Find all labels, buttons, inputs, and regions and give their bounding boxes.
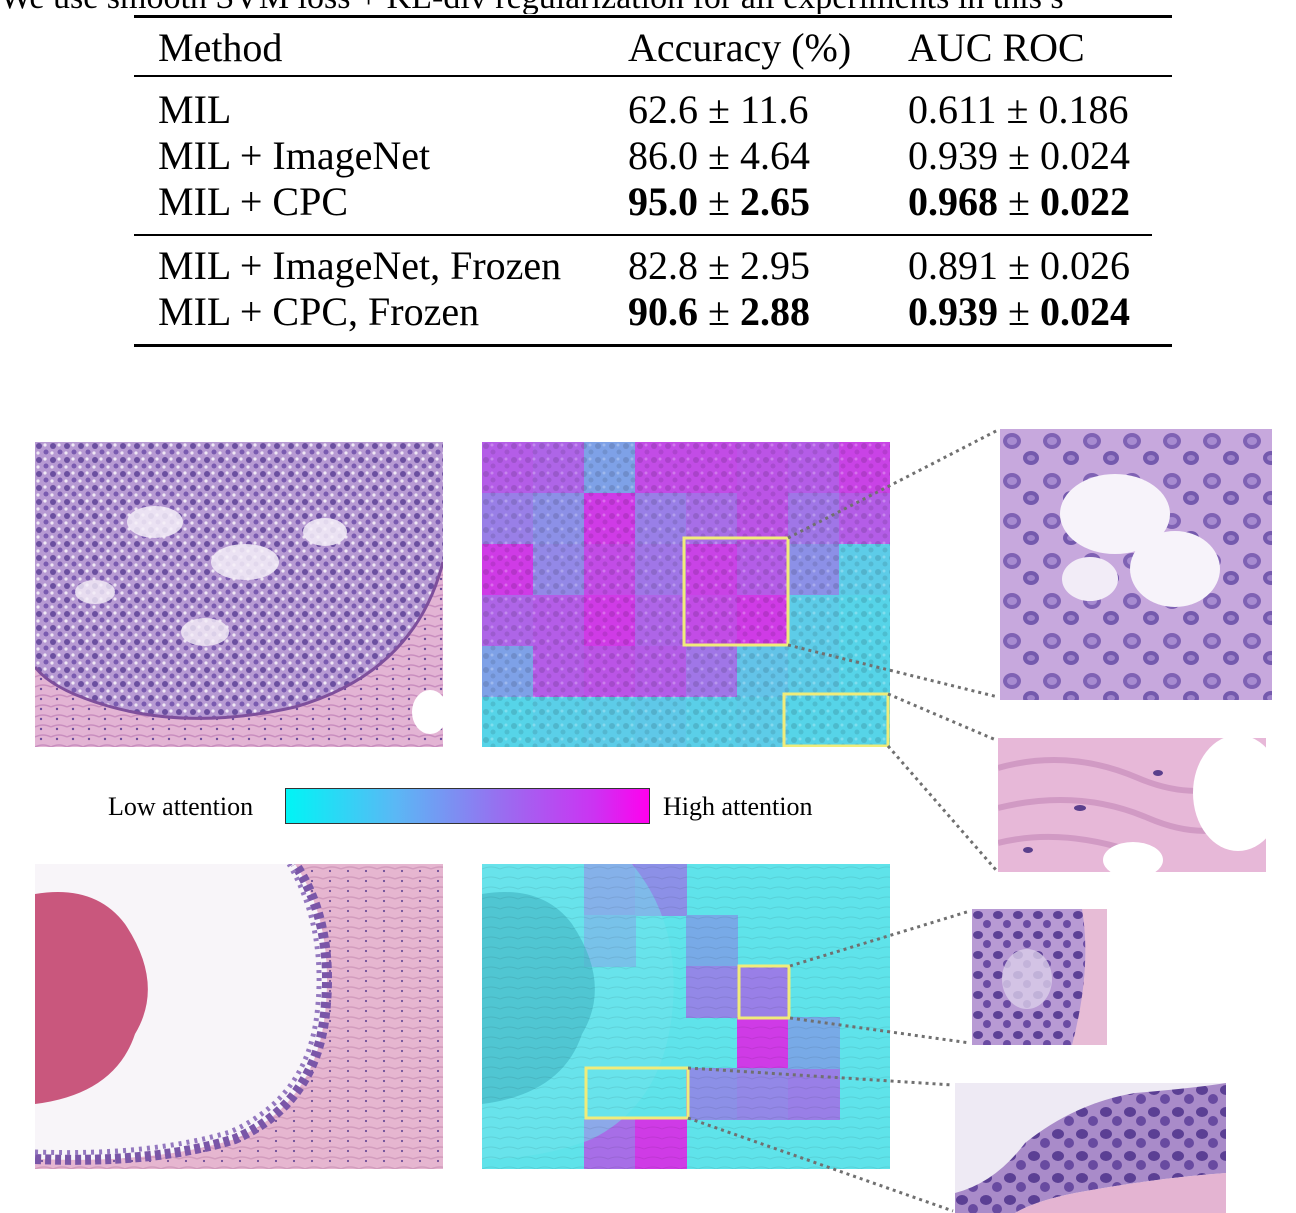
tissue-image-top	[35, 442, 443, 747]
zoom-crop-epithelium-2	[955, 1083, 1226, 1213]
accuracy-cell: 62.6 ± 11.6	[628, 87, 809, 132]
table-bottom-rule	[134, 344, 1172, 347]
auc-cell-best: 0.939 ± 0.024	[908, 289, 1130, 334]
table-header-rule	[134, 75, 1172, 77]
accuracy-cell-best: 95.0 ± 2.65	[628, 179, 810, 224]
header-accuracy: Accuracy (%)	[628, 25, 852, 70]
legend-low-label: Low attention	[108, 792, 254, 821]
auc-cell-best: 0.968 ± 0.022	[908, 179, 1130, 224]
table-group-rule	[134, 234, 1152, 236]
zoom-crop-tumor	[1000, 429, 1272, 700]
highlight-box	[584, 1066, 690, 1120]
auc-cell: 0.939 ± 0.024	[908, 133, 1130, 178]
accuracy-cell: 82.8 ± 2.95	[628, 243, 810, 288]
highlight-box	[737, 964, 791, 1020]
attention-heatmap-bottom	[482, 864, 890, 1169]
caption-fragment: We use smooth SVM loss + KL-div regulari…	[0, 0, 1296, 14]
method-cell: MIL + ImageNet	[158, 133, 431, 178]
accuracy-cell-best: 90.6 ± 2.88	[628, 289, 810, 334]
method-cell: MIL + CPC, Frozen	[158, 289, 480, 334]
zoom-crop-epithelium-1	[972, 909, 1107, 1045]
legend-high-label: High attention	[663, 792, 813, 821]
attention-heatmap-top	[482, 442, 890, 747]
accuracy-cell: 86.0 ± 4.64	[628, 133, 810, 178]
auc-cell: 0.891 ± 0.026	[908, 243, 1130, 288]
header-method: Method	[158, 25, 283, 70]
header-auc-roc: AUC ROC	[908, 25, 1085, 70]
method-cell: MIL + ImageNet, Frozen	[158, 243, 562, 288]
attention-colorbar	[285, 788, 650, 824]
tissue-image-bottom	[35, 864, 443, 1169]
method-cell: MIL + CPC	[158, 179, 348, 224]
zoom-crop-stroma	[998, 738, 1266, 872]
table-top-rule	[134, 15, 1172, 18]
highlight-box	[682, 536, 790, 647]
method-cell: MIL	[158, 87, 232, 132]
auc-cell: 0.611 ± 0.186	[908, 87, 1129, 132]
